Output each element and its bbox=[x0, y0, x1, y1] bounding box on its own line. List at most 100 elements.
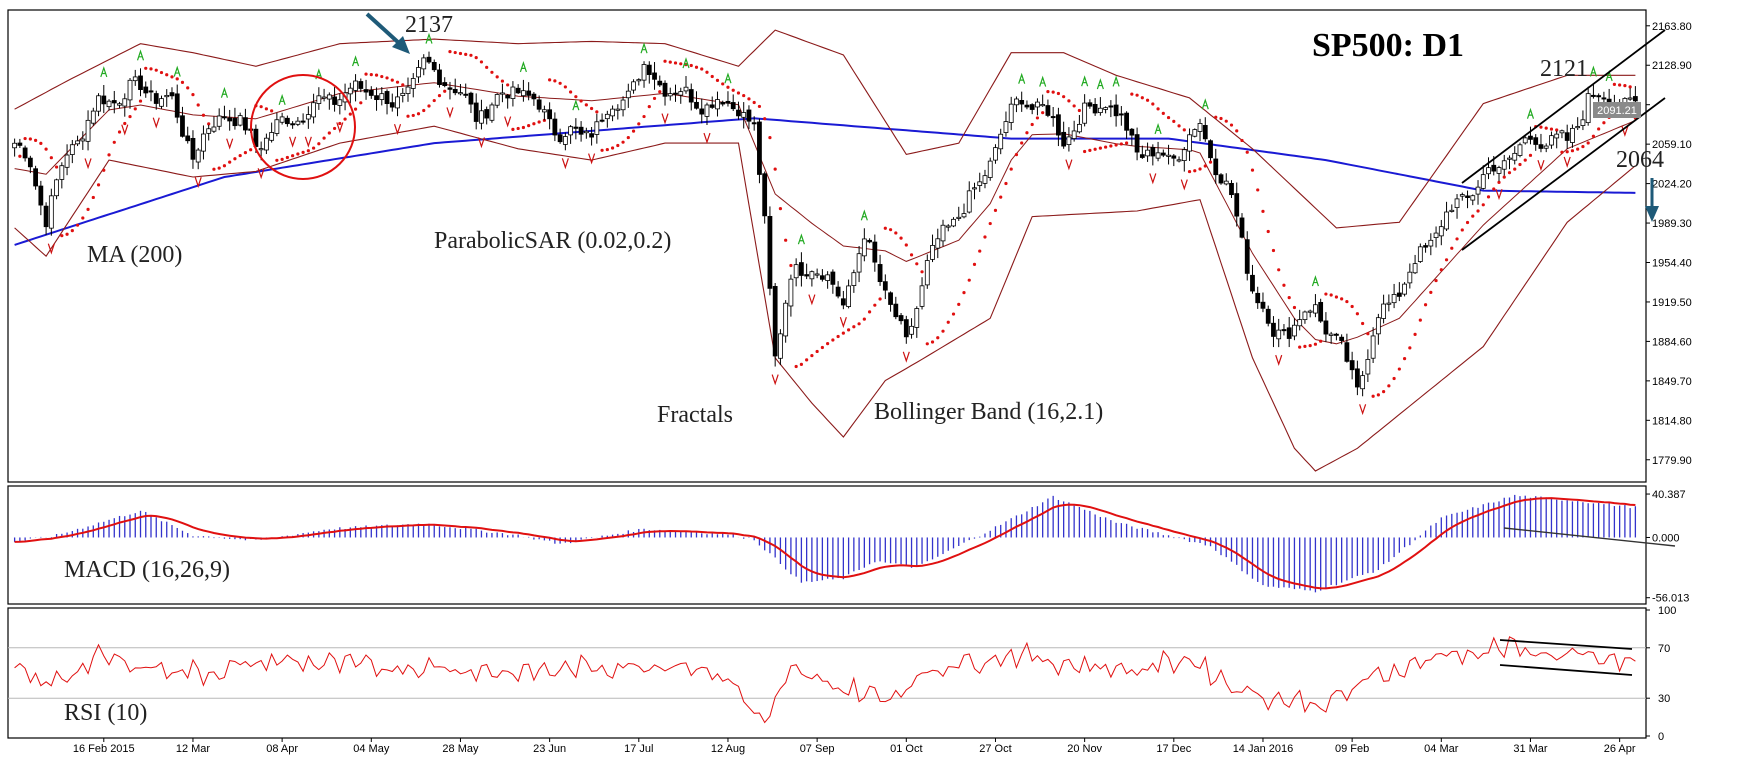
sar-dot bbox=[65, 232, 69, 236]
sar-dot bbox=[175, 77, 179, 81]
fractal-down-marker bbox=[1275, 354, 1283, 367]
sar-dot bbox=[867, 310, 872, 314]
sar-dot bbox=[1434, 278, 1438, 283]
candle-body bbox=[201, 133, 206, 152]
candle-body bbox=[510, 86, 516, 99]
fractal-up-marker bbox=[640, 42, 648, 54]
sar-dot bbox=[322, 136, 326, 140]
sar-dot bbox=[1245, 150, 1249, 154]
sar-dot bbox=[327, 131, 331, 135]
sar-dot bbox=[317, 142, 321, 146]
sar-dot bbox=[1088, 148, 1092, 152]
candle-body bbox=[694, 101, 699, 109]
sar-dot bbox=[1471, 214, 1475, 218]
candle-body bbox=[856, 253, 862, 273]
date-tick-label: 27 Oct bbox=[979, 743, 1011, 755]
sar-dot bbox=[1560, 150, 1564, 154]
candle-body bbox=[1139, 154, 1145, 158]
candle-body bbox=[1512, 152, 1518, 161]
candle-body bbox=[846, 285, 851, 307]
candle-body bbox=[311, 102, 316, 118]
sar-dot bbox=[1413, 332, 1417, 337]
sar-dot bbox=[1298, 345, 1302, 349]
sar-dot bbox=[86, 207, 90, 211]
macd-divergence-line bbox=[1503, 527, 1676, 547]
candle-body bbox=[819, 275, 825, 280]
sar-dot bbox=[243, 150, 248, 155]
sar-dot bbox=[589, 106, 594, 111]
macd-signal-layer bbox=[14, 497, 1636, 590]
sar-dot bbox=[54, 165, 59, 169]
candle-body bbox=[1244, 239, 1250, 274]
candle-body bbox=[180, 115, 185, 137]
candle-body bbox=[830, 271, 836, 285]
sar-dot bbox=[883, 226, 887, 230]
sar-dot bbox=[1119, 142, 1123, 146]
current-price-label: 2091.21 bbox=[1597, 105, 1637, 117]
candle-body bbox=[1407, 271, 1413, 284]
sar-dot bbox=[1083, 149, 1087, 154]
fractal-down-marker bbox=[1180, 179, 1188, 191]
candle-body bbox=[531, 93, 537, 100]
sar-dot bbox=[773, 167, 777, 171]
sar-dot bbox=[768, 135, 772, 140]
sar-dot bbox=[280, 157, 284, 161]
sar-dot bbox=[736, 91, 741, 95]
sar-dot bbox=[752, 100, 756, 105]
candle-body bbox=[1517, 144, 1523, 156]
candle-body bbox=[1533, 137, 1539, 145]
candle-body bbox=[1318, 302, 1324, 322]
candle-body bbox=[793, 264, 799, 279]
date-tick-label: 17 Dec bbox=[1156, 743, 1191, 755]
date-tick-label: 26 Apr bbox=[1604, 743, 1636, 755]
fractal-up-marker bbox=[425, 32, 433, 44]
sar-dot bbox=[359, 101, 363, 105]
candle-body bbox=[919, 285, 925, 307]
date-tick-label: 20 Nov bbox=[1067, 743, 1102, 755]
candle-body bbox=[33, 168, 38, 187]
candle-body bbox=[458, 92, 463, 95]
fractal-down-marker bbox=[808, 294, 816, 306]
candle-body bbox=[526, 90, 532, 96]
candle-body bbox=[620, 99, 626, 111]
candle-body bbox=[1496, 167, 1502, 174]
sar-dot bbox=[1046, 90, 1050, 94]
candle-body bbox=[1229, 182, 1234, 196]
sar-dot bbox=[1340, 297, 1344, 301]
sar-dot bbox=[1402, 357, 1407, 361]
candle-body bbox=[389, 102, 395, 108]
sar-dot bbox=[857, 322, 861, 326]
price-axis: 2163.80 2128.90 2059.10 2024.20 1989.30 1954.… bbox=[1646, 21, 1692, 467]
current-price-marker bbox=[1593, 102, 1641, 118]
sar-dot bbox=[820, 345, 824, 350]
candle-body bbox=[641, 64, 647, 81]
candle-body bbox=[90, 110, 96, 124]
candle-body bbox=[353, 80, 358, 91]
rsi-panel: 100 70 30 0 RSI (10) bbox=[7, 605, 1676, 743]
candle-body bbox=[332, 96, 337, 105]
date-tick-label: 23 Jun bbox=[533, 743, 566, 755]
sar-dot bbox=[1366, 332, 1370, 336]
sar-dot bbox=[925, 342, 929, 346]
candle-body bbox=[379, 93, 385, 100]
sar-dot bbox=[1041, 111, 1045, 115]
candle-body bbox=[1412, 263, 1418, 274]
bollinger-lower-line bbox=[14, 125, 1636, 472]
sar-dot bbox=[972, 262, 977, 266]
sar-dot bbox=[1035, 116, 1040, 120]
bollinger-label: Bollinger Band (16,2.1) bbox=[874, 399, 1103, 425]
fractal-up-marker bbox=[100, 66, 108, 78]
sar-dot bbox=[742, 93, 746, 98]
sar-dot bbox=[1361, 321, 1365, 326]
candle-body bbox=[667, 93, 673, 97]
sar-dot bbox=[1350, 304, 1354, 309]
candle-body bbox=[337, 99, 343, 106]
sar-dot bbox=[1476, 209, 1480, 213]
fractal-up-marker bbox=[1096, 78, 1104, 90]
fractal-up-marker bbox=[682, 57, 690, 69]
sar-dot bbox=[39, 141, 43, 145]
candle-body bbox=[552, 118, 558, 136]
candle-body bbox=[814, 273, 820, 276]
sar-dot bbox=[1371, 394, 1375, 398]
sar-dot bbox=[212, 167, 216, 171]
